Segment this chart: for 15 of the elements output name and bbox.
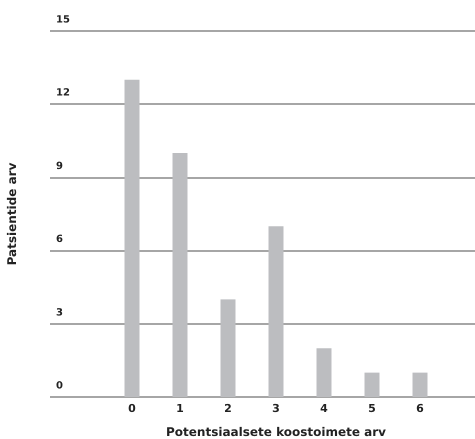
x-axis-title: Potentsiaalsete koostoimete arv [166, 425, 386, 439]
x-tick-label: 3 [272, 402, 280, 415]
x-tick-label: 2 [224, 402, 232, 415]
y-tick-label: 15 [56, 14, 70, 26]
y-tick-label: 9 [56, 160, 63, 172]
y-tick-label: 3 [56, 307, 63, 318]
y-tick-label: 0 [56, 380, 63, 392]
x-tick-label: 1 [176, 402, 184, 415]
y-tick-label: 12 [56, 88, 70, 99]
x-tick-label: 6 [416, 402, 424, 415]
x-tick-label: 5 [368, 402, 376, 415]
x-tick-label: 4 [320, 402, 328, 415]
y-axis-title: Patsientide arv [5, 162, 19, 266]
x-tick-label: 0 [128, 402, 136, 415]
y-tick-label: 6 [56, 234, 63, 246]
